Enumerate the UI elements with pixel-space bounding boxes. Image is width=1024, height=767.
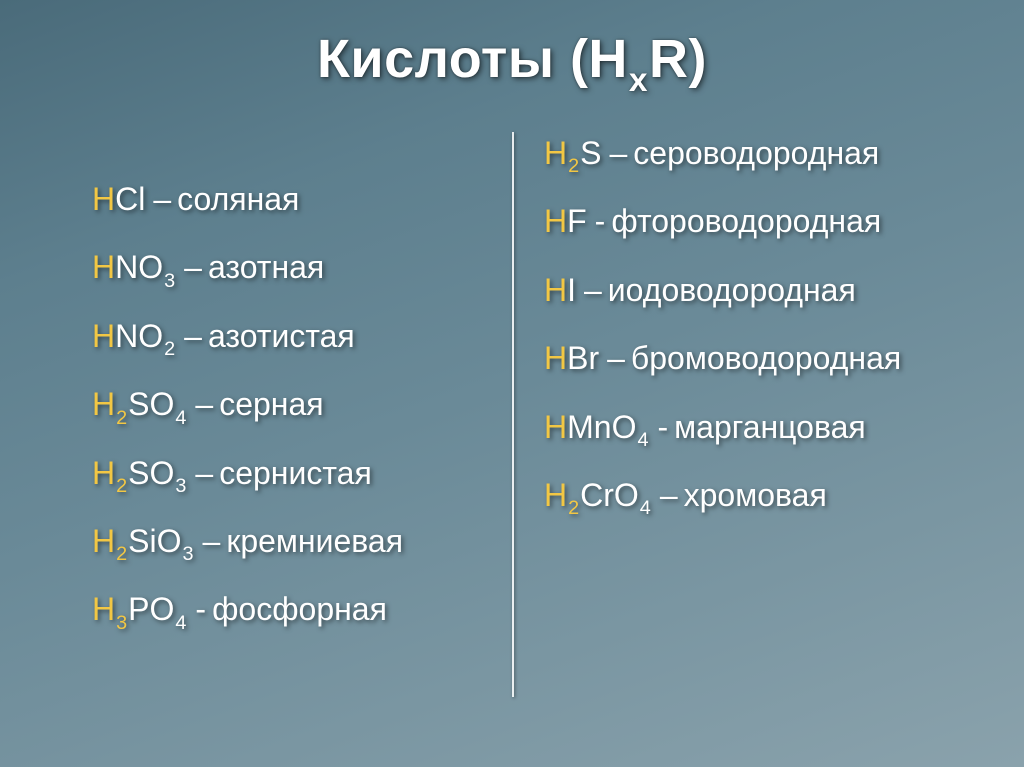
acid-row: HBr – бромоводородная bbox=[544, 339, 940, 377]
acid-name: хромовая bbox=[684, 476, 827, 514]
acid-name: азотная bbox=[208, 248, 324, 286]
acid-name: фосфорная bbox=[212, 590, 387, 628]
acid-row: H2SO4 – серная bbox=[92, 385, 488, 423]
separator: – bbox=[153, 180, 171, 218]
acid-row: HF - фтороводородная bbox=[544, 202, 940, 240]
slide: Кислоты (HxR) HCl – солянаяHNO3 – азотна… bbox=[0, 0, 1024, 767]
separator: – bbox=[584, 271, 602, 309]
acid-formula: H3PO4 bbox=[92, 590, 187, 628]
acid-row: H3PO4 - фосфорная bbox=[92, 590, 488, 628]
acid-formula: H2SiO3 bbox=[92, 522, 195, 560]
acid-formula: HI bbox=[544, 271, 576, 309]
acid-formula: H2S bbox=[544, 134, 601, 172]
acid-name: бромоводородная bbox=[631, 339, 901, 377]
acid-name: иодоводородная bbox=[608, 271, 856, 309]
separator: - bbox=[195, 590, 206, 628]
right-column: H2S – сероводородная HF - фтороводородная… bbox=[512, 132, 964, 727]
acid-row: HCl – соляная bbox=[92, 180, 488, 218]
separator: – bbox=[203, 522, 221, 560]
acid-formula: HMnO4 bbox=[544, 408, 649, 446]
separator: – bbox=[660, 476, 678, 514]
acid-row: H2CrO4 – хромовая bbox=[544, 476, 940, 514]
acid-formula: H2SO3 bbox=[92, 454, 187, 492]
separator: – bbox=[184, 248, 202, 286]
acid-formula: H2CrO4 bbox=[544, 476, 652, 514]
separator: – bbox=[607, 339, 625, 377]
column-divider bbox=[512, 132, 514, 697]
acid-name: кремниевая bbox=[226, 522, 403, 560]
acid-row: HNO3 – азотная bbox=[92, 248, 488, 286]
acid-name: сернистая bbox=[219, 454, 372, 492]
acid-name: фтороводородная bbox=[611, 202, 881, 240]
separator: – bbox=[195, 454, 213, 492]
acid-formula: HBr bbox=[544, 339, 599, 377]
acid-formula: HNO3 bbox=[92, 248, 176, 286]
separator: - bbox=[595, 202, 606, 240]
acid-formula: H2SO4 bbox=[92, 385, 187, 423]
acid-row: HMnO4 - марганцовая bbox=[544, 408, 940, 446]
acid-row: H2SO3 – сернистая bbox=[92, 454, 488, 492]
title-subscript: x bbox=[629, 62, 648, 99]
acid-formula: HF bbox=[544, 202, 587, 240]
acid-name: сероводородная bbox=[633, 134, 879, 172]
acid-name: соляная bbox=[177, 180, 299, 218]
acid-row: HI – иодоводородная bbox=[544, 271, 940, 309]
separator: – bbox=[184, 317, 202, 355]
acid-formula: HNO2 bbox=[92, 317, 176, 355]
separator: - bbox=[657, 408, 668, 446]
left-column: HCl – солянаяHNO3 – азотнаяHNO2 – азотис… bbox=[60, 132, 512, 727]
separator: – bbox=[195, 385, 213, 423]
acid-formula: HCl bbox=[92, 180, 145, 218]
acid-row: H2S – сероводородная bbox=[544, 134, 940, 172]
acid-name: марганцовая bbox=[674, 408, 866, 446]
acid-name: серная bbox=[219, 385, 323, 423]
slide-title: Кислоты (HxR) bbox=[60, 28, 964, 90]
acid-row: H2SiO3 – кремниевая bbox=[92, 522, 488, 560]
acid-row: HNO2 – азотистая bbox=[92, 317, 488, 355]
separator: – bbox=[609, 134, 627, 172]
acid-name: азотистая bbox=[208, 317, 355, 355]
columns-wrap: HCl – солянаяHNO3 – азотнаяHNO2 – азотис… bbox=[60, 132, 964, 727]
title-suffix: R) bbox=[649, 29, 707, 89]
title-prefix: Кислоты (H bbox=[317, 29, 628, 89]
